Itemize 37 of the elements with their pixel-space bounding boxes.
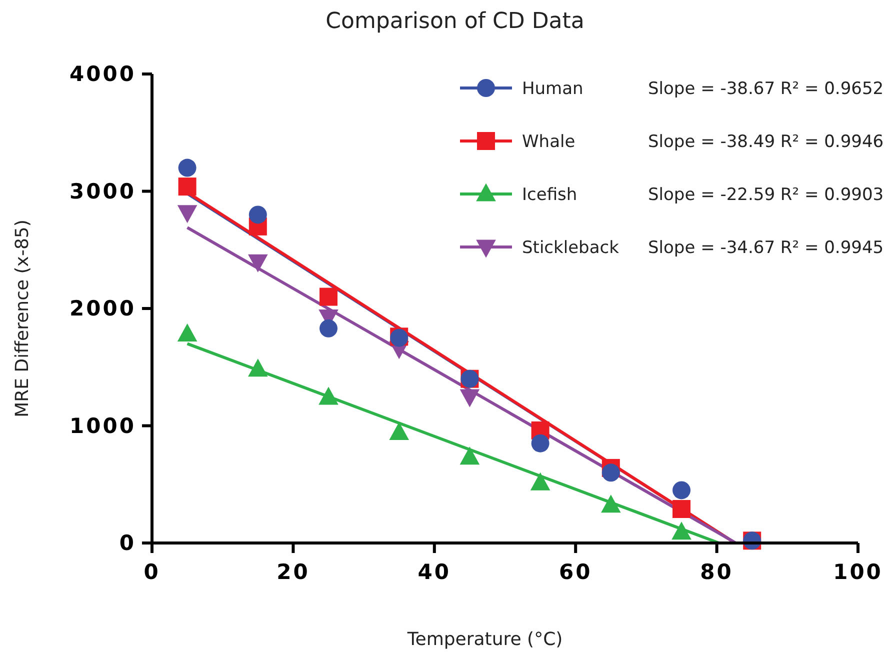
point bbox=[601, 494, 621, 513]
point bbox=[248, 206, 267, 224]
point bbox=[248, 358, 268, 377]
annotation: Slope = -34.67 R² = 0.9945 bbox=[648, 238, 884, 258]
y-axis-title: MRE Difference (x-85) bbox=[12, 220, 33, 418]
x-tick-label: 40 bbox=[418, 560, 452, 584]
legend-label: Icefish bbox=[522, 185, 578, 205]
point bbox=[531, 434, 550, 452]
point bbox=[672, 481, 690, 500]
point bbox=[530, 472, 550, 490]
x-tick-label: 60 bbox=[558, 560, 592, 584]
point bbox=[320, 319, 338, 338]
x-axis-title: Temperature (°C) bbox=[406, 629, 563, 650]
annotation: Slope = -38.49 R² = 0.9946 bbox=[648, 132, 884, 152]
y-tick-label: 1000 bbox=[70, 414, 136, 438]
annotation: Slope = -22.59 R² = 0.9903 bbox=[648, 185, 884, 205]
point bbox=[602, 464, 620, 482]
y-tick-label: 4000 bbox=[70, 62, 136, 86]
point bbox=[672, 522, 692, 540]
annotation: Slope = -38.67 R² = 0.9652 bbox=[648, 79, 884, 99]
point bbox=[320, 288, 338, 306]
y-tick-label: 3000 bbox=[70, 179, 136, 204]
legend-label: Human bbox=[522, 79, 584, 99]
legend-label: Stickleback bbox=[522, 238, 620, 258]
chart-title: Comparison of CD Data bbox=[326, 9, 584, 34]
y-tick-label: 0 bbox=[119, 531, 136, 555]
x-tick-label: 100 bbox=[833, 560, 883, 584]
x-tick-label: 0 bbox=[144, 560, 160, 584]
point bbox=[178, 178, 196, 196]
x-tick-label: 20 bbox=[276, 560, 310, 584]
x-tick-label: 80 bbox=[700, 560, 734, 584]
point bbox=[178, 158, 196, 177]
point bbox=[318, 386, 338, 405]
y-tick-label: 2000 bbox=[70, 296, 136, 320]
point bbox=[460, 446, 480, 465]
legend-label: Whale bbox=[522, 132, 576, 152]
point bbox=[672, 500, 690, 518]
